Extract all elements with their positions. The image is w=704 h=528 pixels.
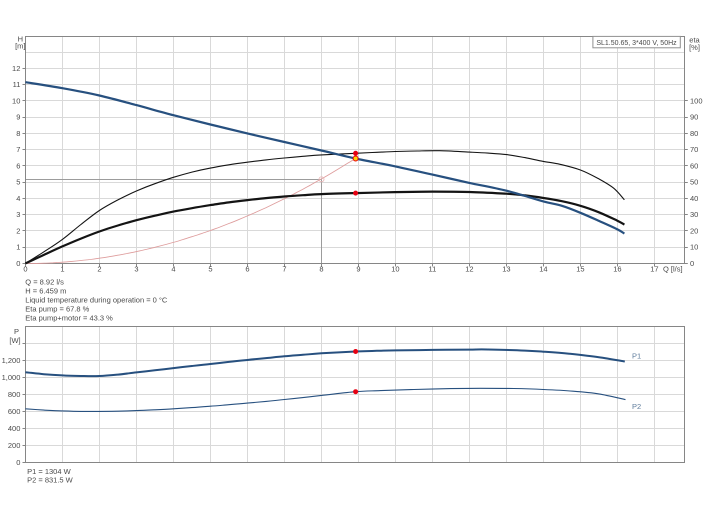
svg-text:4: 4 [16, 194, 20, 203]
svg-text:1,200: 1,200 [2, 356, 21, 365]
svg-text:P2 = 831.5 W: P2 = 831.5 W [27, 476, 74, 485]
svg-text:10: 10 [391, 265, 399, 274]
svg-text:800: 800 [8, 390, 21, 399]
svg-text:9: 9 [356, 265, 360, 274]
svg-text:5: 5 [16, 178, 20, 187]
svg-text:50: 50 [690, 178, 698, 187]
svg-text:60: 60 [690, 161, 698, 170]
svg-text:6: 6 [245, 265, 249, 274]
svg-text:eta: eta [689, 36, 700, 45]
svg-text:[%]: [%] [689, 43, 700, 52]
svg-text:Eta pump = 67.8 %: Eta pump = 67.8 % [25, 305, 89, 314]
svg-text:16: 16 [613, 265, 621, 274]
svg-text:Eta pump+motor = 43.3 %: Eta pump+motor = 43.3 % [25, 314, 113, 323]
svg-text:[m]: [m] [15, 42, 25, 51]
svg-text:10: 10 [12, 96, 20, 105]
svg-text:70: 70 [690, 145, 698, 154]
svg-text:11: 11 [429, 265, 437, 274]
svg-text:11: 11 [13, 80, 21, 89]
svg-text:7: 7 [282, 265, 286, 274]
svg-text:2: 2 [97, 265, 101, 274]
svg-text:5: 5 [208, 265, 212, 274]
svg-text:0: 0 [16, 259, 20, 268]
svg-text:P2: P2 [632, 402, 641, 411]
svg-text:Q [l/s]: Q [l/s] [663, 265, 683, 274]
svg-text:15: 15 [576, 265, 584, 274]
svg-text:400: 400 [8, 424, 21, 433]
svg-text:Liquid temperature during oper: Liquid temperature during operation = 0 … [25, 296, 168, 305]
svg-text:12: 12 [465, 265, 473, 274]
svg-text:3: 3 [16, 210, 20, 219]
svg-text:8: 8 [16, 129, 20, 138]
svg-text:200: 200 [8, 441, 21, 450]
svg-text:6: 6 [16, 161, 20, 170]
svg-text:80: 80 [690, 129, 698, 138]
svg-text:P: P [14, 327, 19, 336]
svg-text:Q = 8.92 l/s: Q = 8.92 l/s [25, 277, 64, 286]
svg-text:12: 12 [12, 64, 20, 73]
svg-text:P1 = 1304 W: P1 = 1304 W [27, 467, 71, 476]
svg-text:17: 17 [650, 265, 658, 274]
svg-text:0: 0 [23, 265, 27, 274]
svg-text:90: 90 [690, 113, 698, 122]
svg-text:9: 9 [16, 113, 20, 122]
svg-text:1: 1 [60, 265, 64, 274]
svg-text:14: 14 [539, 265, 547, 274]
svg-text:20: 20 [690, 227, 698, 236]
svg-text:1,000: 1,000 [2, 373, 21, 382]
svg-text:2: 2 [16, 227, 20, 236]
svg-text:H = 6.459 m: H = 6.459 m [25, 287, 66, 296]
svg-text:40: 40 [690, 194, 698, 203]
svg-text:7: 7 [16, 145, 20, 154]
svg-text:3: 3 [134, 265, 138, 274]
svg-text:H: H [18, 35, 23, 44]
svg-text:0: 0 [690, 259, 694, 268]
svg-text:SL1.50.65, 3*400 V, 50Hz: SL1.50.65, 3*400 V, 50Hz [596, 40, 677, 47]
svg-text:1: 1 [16, 243, 20, 252]
svg-text:13: 13 [502, 265, 510, 274]
svg-text:4: 4 [171, 265, 175, 274]
svg-text:P1: P1 [632, 352, 641, 361]
svg-text:[W]: [W] [9, 336, 20, 345]
svg-text:600: 600 [8, 407, 21, 416]
svg-text:8: 8 [319, 265, 323, 274]
svg-text:100: 100 [690, 96, 703, 105]
svg-text:10: 10 [690, 243, 698, 252]
svg-text:30: 30 [690, 210, 698, 219]
svg-text:0: 0 [16, 458, 20, 467]
